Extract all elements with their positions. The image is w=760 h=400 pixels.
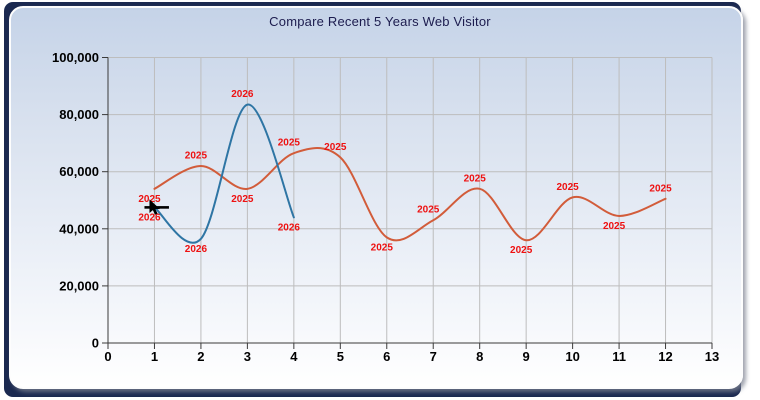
- point-label-2025: 2025: [324, 142, 347, 153]
- x-tick-label: 7: [430, 349, 437, 364]
- x-tick-label: 4: [290, 349, 298, 364]
- chart-panel: [9, 6, 743, 389]
- x-tick-label: 13: [705, 349, 719, 364]
- series-line-2025: [153, 147, 667, 242]
- x-tick-label: 1: [151, 349, 158, 364]
- point-label-2025: 2025: [603, 221, 626, 232]
- x-tick-label: 10: [565, 349, 579, 364]
- x-tick-label: 11: [612, 349, 626, 364]
- series-line-2026: [153, 103, 295, 244]
- point-label-2026: 2026: [138, 212, 161, 223]
- series-lines: [153, 103, 667, 244]
- y-tick-label: 0: [92, 336, 99, 351]
- x-tick-label: 9: [523, 349, 530, 364]
- point-label-2026: 2026: [278, 222, 301, 233]
- x-tick-label: 3: [244, 349, 251, 364]
- y-tick-label: 80,000: [59, 107, 99, 122]
- x-tick-label: 5: [337, 349, 344, 364]
- point-label-2025: 2025: [138, 194, 161, 205]
- x-tick-label: 12: [658, 349, 672, 364]
- mouse-cursor-icon: [149, 199, 160, 215]
- point-label-2025: 2025: [464, 173, 487, 184]
- plot-area[interactable]: [108, 58, 712, 344]
- point-label-2025: 2025: [278, 138, 301, 149]
- point-label-2026: 2026: [185, 244, 208, 255]
- point-label-2025: 2025: [556, 182, 579, 193]
- point-label-2025: 2025: [185, 150, 208, 161]
- point-label-2025: 2025: [417, 205, 440, 216]
- y-tick-label: 60,000: [59, 164, 99, 179]
- point-label-2025: 2025: [649, 183, 672, 194]
- y-tick-label: 100,000: [52, 50, 99, 65]
- point-label-2025: 2025: [371, 242, 394, 253]
- x-tick-label: 2: [197, 349, 204, 364]
- x-tick-label: 6: [383, 349, 390, 364]
- x-tick-label: 8: [476, 349, 483, 364]
- point-label-2026: 2026: [231, 89, 254, 100]
- point-label-2025: 2025: [510, 245, 533, 256]
- chart-title: Compare Recent 5 Years Web Visitor: [269, 14, 491, 29]
- y-tick-label: 40,000: [59, 221, 99, 236]
- grid-lines: [108, 57, 713, 343]
- y-tick-label: 20,000: [59, 278, 99, 293]
- point-label-2025: 2025: [231, 194, 254, 205]
- x-tick-label: 0: [104, 349, 111, 364]
- point-labels: 2025 2025 2025 2025 2025 2025 2025 2025 2025 2025…: [138, 89, 672, 256]
